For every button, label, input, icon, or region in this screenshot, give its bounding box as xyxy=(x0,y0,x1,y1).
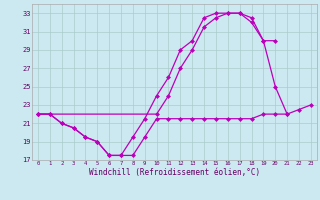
X-axis label: Windchill (Refroidissement éolien,°C): Windchill (Refroidissement éolien,°C) xyxy=(89,168,260,177)
